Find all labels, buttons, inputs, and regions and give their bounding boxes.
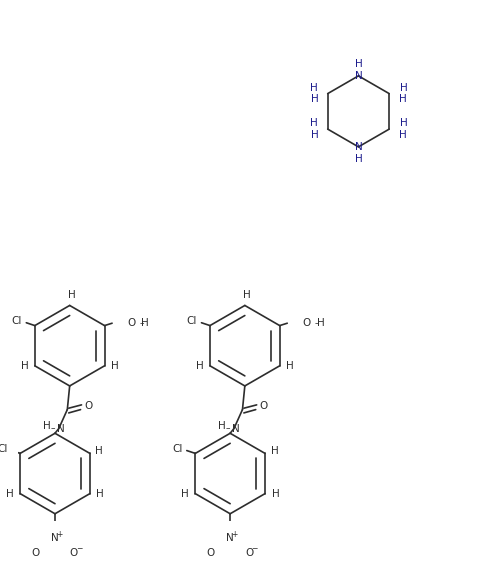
- Text: −: −: [251, 544, 258, 553]
- Text: N: N: [226, 534, 234, 543]
- Text: −: −: [77, 544, 83, 553]
- Text: +: +: [232, 530, 238, 539]
- Text: –: –: [314, 319, 319, 328]
- Text: H: H: [181, 488, 189, 499]
- Text: –: –: [139, 319, 144, 328]
- Text: H: H: [272, 488, 279, 499]
- Text: Cl: Cl: [0, 443, 7, 454]
- Text: H: H: [218, 421, 226, 431]
- Text: O: O: [127, 318, 135, 328]
- Text: H: H: [311, 130, 318, 140]
- Text: N: N: [51, 534, 59, 543]
- Text: Cl: Cl: [187, 316, 197, 326]
- Text: O: O: [31, 548, 39, 558]
- Text: N: N: [57, 424, 65, 434]
- Text: H: H: [96, 488, 104, 499]
- Text: H: H: [400, 83, 407, 93]
- Text: H: H: [399, 94, 407, 104]
- Text: H: H: [43, 421, 51, 431]
- Text: +: +: [56, 530, 63, 539]
- Text: H: H: [310, 119, 317, 128]
- Text: H: H: [244, 290, 251, 300]
- Text: H: H: [355, 154, 362, 164]
- Text: H: H: [355, 59, 362, 69]
- Text: O: O: [206, 548, 215, 558]
- Text: H: H: [271, 446, 278, 456]
- Text: O: O: [84, 401, 93, 411]
- Text: H: H: [6, 488, 14, 499]
- Text: Cl: Cl: [12, 316, 22, 326]
- Text: H: H: [286, 361, 294, 371]
- Text: H: H: [21, 361, 28, 371]
- Text: –: –: [226, 424, 230, 433]
- Text: H: H: [317, 318, 324, 328]
- Text: N: N: [355, 71, 362, 81]
- Text: H: H: [196, 361, 203, 371]
- Text: O: O: [260, 401, 268, 411]
- Text: H: H: [95, 446, 103, 456]
- Text: N: N: [355, 142, 362, 152]
- Text: Cl: Cl: [172, 443, 183, 454]
- Text: H: H: [400, 119, 407, 128]
- Text: H: H: [111, 361, 119, 371]
- Text: H: H: [399, 130, 407, 140]
- Text: H: H: [311, 94, 318, 104]
- Text: O: O: [245, 548, 253, 557]
- Text: H: H: [310, 83, 317, 93]
- Text: –: –: [51, 424, 55, 433]
- Text: H: H: [68, 290, 76, 300]
- Text: O: O: [302, 318, 310, 328]
- Text: N: N: [232, 424, 240, 434]
- Text: O: O: [70, 548, 78, 557]
- Text: H: H: [141, 318, 149, 328]
